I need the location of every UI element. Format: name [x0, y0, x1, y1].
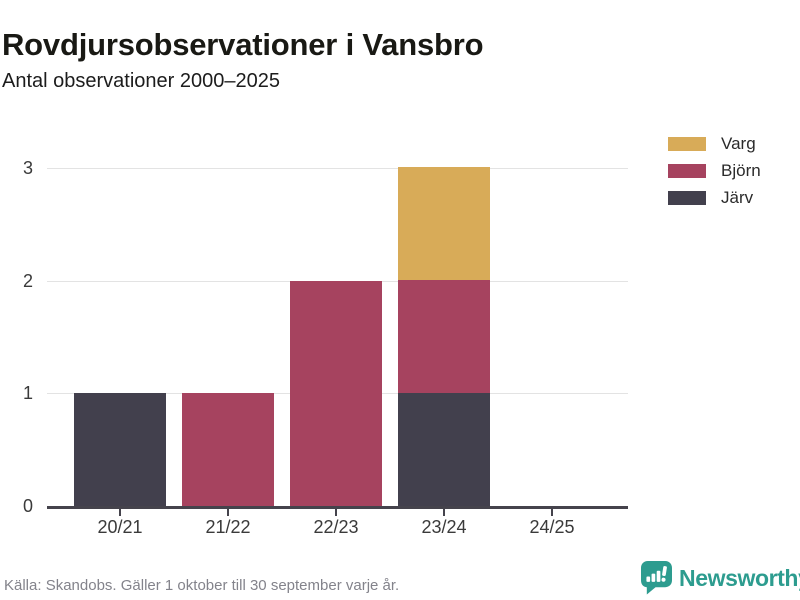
x-tick-label-23-24: 23/24 [421, 517, 467, 537]
legend-label-varg: Varg [721, 134, 756, 153]
legend-swatch-bj-rn [668, 164, 706, 178]
bar-segment-bj-rn [290, 281, 382, 506]
bar-segment-bj-rn [398, 280, 490, 393]
legend-item-varg: Varg [668, 134, 761, 154]
x-tick-22-23 [335, 509, 337, 516]
y-tick-label-2: 2 [22, 270, 33, 291]
bar-23-24 [398, 167, 490, 506]
y-tick-label-3: 3 [22, 158, 33, 178]
legend-swatch-j-rv [668, 191, 706, 205]
legend-item-bj-rn: Björn [668, 161, 761, 181]
x-tick-label-24-25: 24/25 [529, 517, 575, 537]
x-tick-20-21 [119, 509, 121, 516]
bar-20-21 [74, 393, 166, 506]
newsworthy-logo[interactable]: Newsworthy [641, 561, 800, 595]
newsworthy-icon [641, 561, 672, 595]
bar-22-23 [290, 281, 382, 506]
x-tick-24-25 [551, 509, 553, 516]
bar-segment-j-rv [74, 393, 166, 506]
bar-segment-bj-rn [182, 393, 274, 506]
chart-subtitle: Antal observationer 2000–2025 [2, 70, 280, 92]
plot-area [47, 167, 628, 516]
y-axis-labels: 0 1 2 3 [0, 158, 33, 516]
legend-label-j-rv: Järv [721, 188, 754, 207]
x-tick-label-22-23: 22/23 [313, 517, 359, 537]
x-tick-label-20-21: 20/21 [97, 517, 143, 537]
gridline-y3 [47, 168, 628, 169]
x-tick-23-24 [443, 509, 445, 516]
legend-item-j-rv: Järv [668, 188, 761, 208]
bar-21-22 [182, 393, 274, 506]
legend-label-bj-rn: Björn [721, 161, 761, 180]
chart-title: Rovdjursobservationer i Vansbro [2, 26, 484, 62]
y-tick-label-0: 0 [22, 496, 33, 516]
bar-segment-varg [398, 167, 490, 280]
y-tick-label-1: 1 [22, 383, 33, 404]
x-tick-21-22 [227, 509, 229, 516]
x-axis-labels: 20/21 21/22 22/23 23/24 24/25 [47, 517, 628, 541]
newsworthy-wordmark: Newsworthy [679, 564, 800, 591]
source-note: Källa: Skandobs. Gäller 1 oktober till 3… [4, 577, 400, 594]
bar-segment-j-rv [398, 393, 490, 506]
legend-swatch-varg [668, 137, 706, 151]
legend: Varg Björn Järv [668, 134, 761, 215]
x-tick-label-21-22: 21/22 [205, 517, 251, 537]
